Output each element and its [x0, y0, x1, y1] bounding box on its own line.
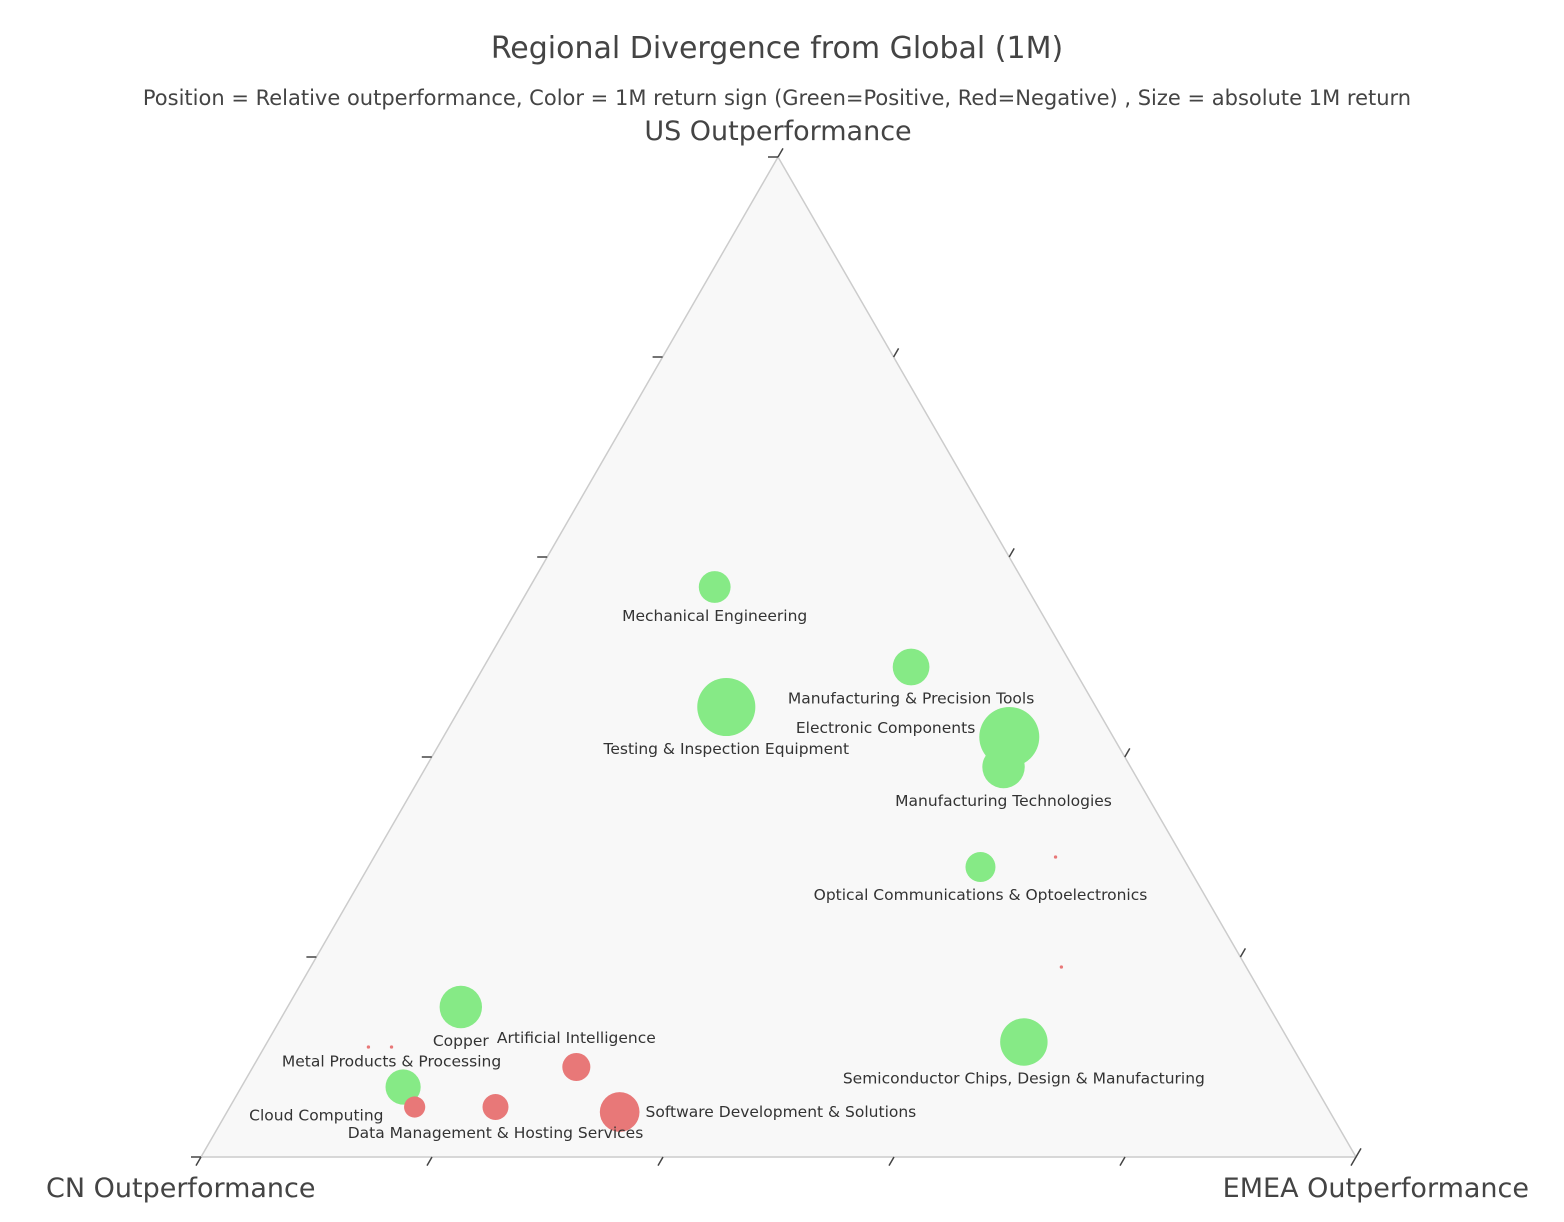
tick-b-2 — [888, 1156, 895, 1167]
point-label-5: Optical Communications & Optoelectronics — [814, 886, 1148, 904]
tick-c-3 — [1124, 747, 1131, 758]
point-label-8: Copper — [433, 1032, 490, 1050]
chart-subtitle: Position = Relative outperformance, Colo… — [143, 86, 1411, 110]
chart-title: Regional Divergence from Global (1M) — [491, 31, 1063, 66]
point-5 — [965, 852, 996, 882]
point-8 — [439, 985, 483, 1029]
point-labels: Mechanical Engineering Testing & Inspecti… — [249, 607, 1205, 1142]
tick-b-5 — [195, 1156, 202, 1167]
data-points — [366, 571, 1064, 1132]
plot-area — [199, 155, 1358, 1158]
tick-c-1 — [892, 347, 900, 358]
axis-title-b: CN Outperformance — [46, 1173, 316, 1204]
tick-b-4 — [426, 1156, 433, 1167]
point-1 — [697, 677, 756, 737]
point-label-10: Metal Products & Processing — [282, 1053, 501, 1071]
point-15 — [599, 1092, 640, 1132]
tick-b-0 — [1350, 1156, 1357, 1167]
point-label-3: Electronic Components — [796, 719, 975, 737]
tick-c-0 — [777, 147, 784, 158]
point-label-1: Testing & Inspection Equipment — [603, 740, 850, 758]
point-label-13: Data Management & Hosting Services — [348, 1124, 644, 1142]
point-2 — [892, 648, 930, 686]
tick-c-4 — [1239, 947, 1247, 958]
point-7 — [1059, 965, 1064, 969]
point-label-4: Manufacturing Technologies — [895, 792, 1112, 810]
tick-c-5 — [1355, 1147, 1362, 1158]
point-9 — [366, 1045, 371, 1049]
point-16 — [1000, 1018, 1048, 1066]
point-label-15: Software Development & Solutions — [646, 1103, 917, 1121]
point-6 — [1053, 855, 1058, 859]
point-label-2: Manufacturing & Precision Tools — [788, 689, 1034, 707]
axis-title-c: EMEA Outperformance — [1223, 1173, 1529, 1204]
point-0 — [698, 571, 731, 603]
point-label-11: Cloud Computing — [249, 1107, 383, 1125]
point-10 — [389, 1045, 394, 1049]
tick-b-1 — [1119, 1156, 1126, 1167]
axis-title-a: US Outperformance — [644, 116, 911, 147]
point-12 — [404, 1096, 426, 1118]
point-label-14: Artificial Intelligence — [497, 1029, 656, 1047]
point-14 — [562, 1052, 591, 1082]
point-4 — [982, 745, 1025, 789]
axis-ticks — [191, 147, 1362, 1167]
tick-c-2 — [1008, 547, 1015, 558]
point-label-16: Semiconductor Chips, Design & Manufactur… — [843, 1070, 1205, 1088]
tick-b-3 — [657, 1156, 664, 1167]
point-label-0: Mechanical Engineering — [622, 607, 807, 625]
point-11 — [385, 1069, 421, 1105]
point-13 — [482, 1094, 509, 1120]
